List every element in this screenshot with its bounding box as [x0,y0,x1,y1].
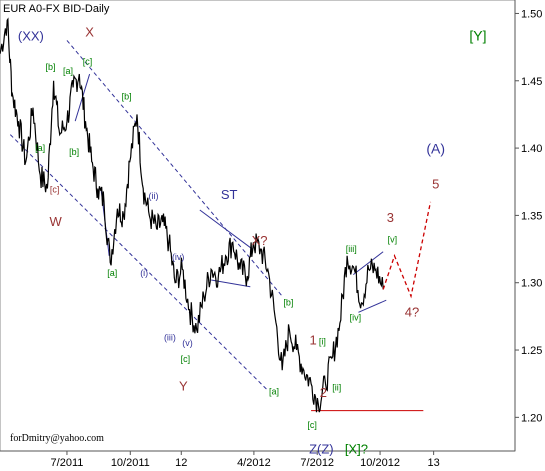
x-tick-label: 10/2011 [111,457,150,469]
wave-label: 2 [320,385,327,400]
wave-label: 3 [387,210,394,225]
wave-label: [a] [107,268,117,278]
wave-label: [X]? [345,442,368,457]
chart-title: EUR A0-FX BID-Daily [3,3,110,15]
wave-label: X [85,24,94,39]
wave-label: [c] [181,354,191,364]
x-tick-label: 7/2012 [300,457,334,469]
wave-label: [c] [50,185,60,195]
wave-label: [iv] [350,312,362,322]
forecast-projection [382,201,432,299]
y-tick-label: 1.45 [521,76,542,88]
wave-label: (iv) [172,252,185,262]
y-tick-label: 1.35 [521,210,542,222]
wave-label: (iii) [164,333,176,343]
wave-label: [a] [35,143,45,153]
wave-label: [ii] [332,382,341,392]
wave-label: [a] [63,66,73,76]
wave-label: Z(Z) [309,442,334,457]
trend-line [199,209,253,250]
y-tick-label: 1.20 [521,412,542,424]
wave-label: [c] [83,57,93,67]
wave-label: (v) [182,338,193,348]
wave-label: [c] [307,420,317,430]
wave-label: (A) [426,140,445,156]
projection-line [382,201,432,299]
wave-label: 1 [310,333,317,348]
wave-label: 5 [432,176,439,191]
wave-label: [b] [122,92,132,102]
wave-label: ST [221,187,238,202]
wave-label: [Y] [469,27,486,43]
x-tick-label: 13 [428,457,440,469]
wave-label: [a] [269,386,279,396]
wave-label: (i) [140,268,148,278]
y-tick-label: 1.50 [521,8,542,20]
plot-area [0,0,516,452]
footer-text: forDmitry@yahoo.com [10,433,104,444]
wave-labels: (XX) X [c] [b] [a] [b] [a] [b] [c] W (ii) ST X? (iv) [… [18,24,487,456]
x-tick-label: 7/2011 [51,457,84,469]
y-tick-label: 1.30 [521,278,542,290]
wave-label: [b] [45,62,55,72]
price-series [0,17,384,413]
y-tick-label: 1.40 [521,143,542,155]
wave-label: W [49,214,62,229]
trend-line [352,251,384,276]
wave-label: 4? [405,304,419,319]
wave-label: [b] [69,147,79,157]
y-axis-ticks: 1.20 1.25 1.30 1.35 1.40 1.45 1.50 [515,8,542,424]
wave-label: (ii) [148,191,158,201]
x-tick-label: 10/2012 [360,457,400,469]
wave-label: X? [252,233,268,248]
wave-label: (XX) [18,28,44,43]
wave-label: [iii] [346,244,357,254]
x-tick-label: 4/2012 [237,457,271,469]
channel-line [9,134,269,391]
price-line [0,17,384,413]
x-tick-label: 12 [175,457,187,469]
wave-label: Y [179,378,188,393]
y-tick-label: 1.25 [521,345,542,357]
trend-line [358,299,387,313]
wave-label: [b] [283,298,293,308]
wave-label: [i] [319,337,326,347]
x-axis-ticks: 7/2011 10/2011 12 4/2012 7/2012 10/2012 13 [51,451,440,469]
wave-label: [v] [388,234,398,244]
